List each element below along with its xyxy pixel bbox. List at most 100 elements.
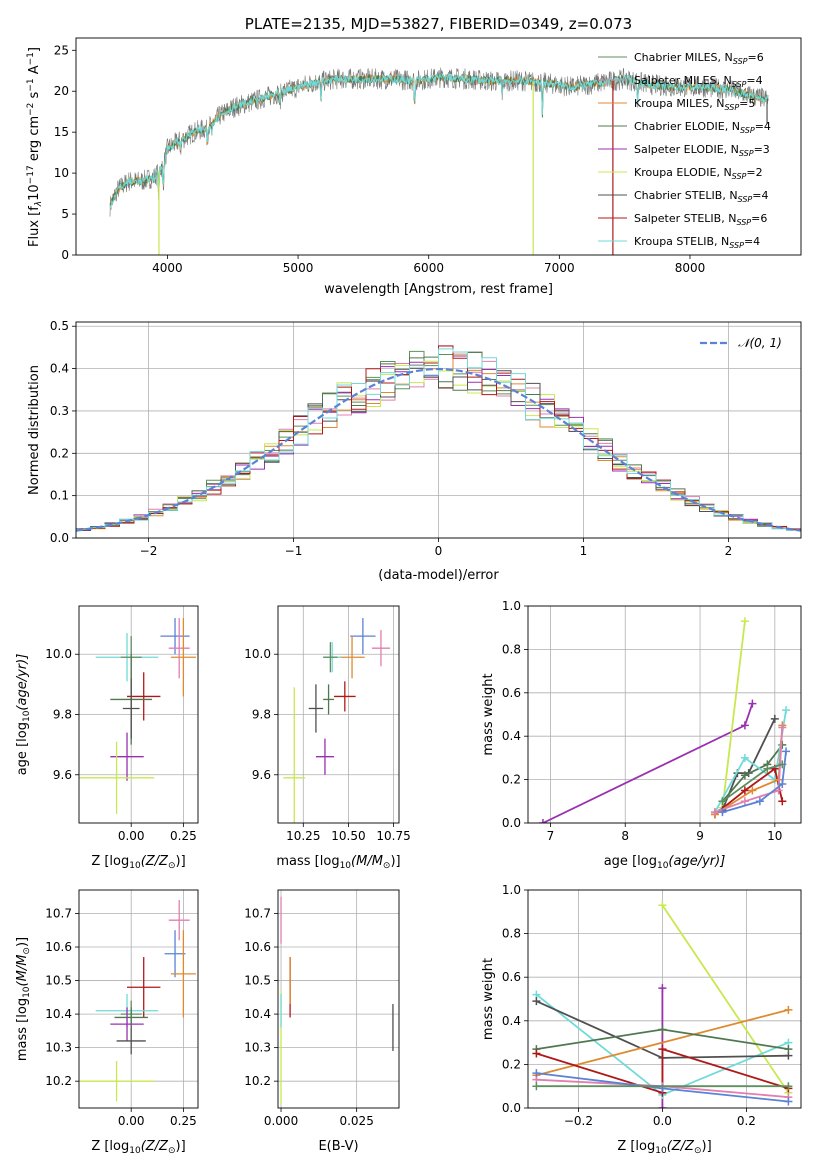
x-tick-label-1: 5000 xyxy=(283,261,314,275)
x-tick-label-1: 0.0 xyxy=(653,1114,672,1128)
x-label-sub2: ⊙ xyxy=(694,1146,702,1156)
x-tick-label-1: −1 xyxy=(285,544,303,558)
y-label-c: 10 xyxy=(27,184,42,201)
x-tick-label-0: 0.00 xyxy=(118,1114,145,1128)
y-tick-label-5: 1.0 xyxy=(502,599,521,613)
series-marker-4-1 xyxy=(784,1005,793,1014)
x-label-end: )] xyxy=(390,854,400,869)
plot-area xyxy=(538,617,791,823)
y-label-rest: (age/yr)] xyxy=(15,654,30,711)
model-spectrum-1 xyxy=(109,72,769,206)
legend-count: 4 xyxy=(756,74,763,87)
legend-label-1: Salpeter MILES, NSSP=4 xyxy=(634,74,763,89)
y-label-f: −2 xyxy=(26,103,36,116)
y-label-e: erg cm xyxy=(27,116,42,165)
plot-area xyxy=(280,896,394,1105)
y-axis-label: mass [log10(M/M⊙)] xyxy=(15,937,32,1061)
y-tick-label-2: 10.4 xyxy=(45,1007,72,1021)
y-tick-label-4: 0.8 xyxy=(502,642,521,656)
x-label-sub: 10 xyxy=(340,861,352,871)
y-tick-label-0: 0.0 xyxy=(502,1101,521,1115)
x-tick-label-0: −2 xyxy=(140,544,158,558)
x-label-sub: 10 xyxy=(129,861,141,871)
x-tick-label-1: 10.50 xyxy=(331,829,365,843)
series-marker-6-1 xyxy=(748,786,757,795)
series-line-4 xyxy=(536,1009,789,1077)
y-tick-label-3: 10.5 xyxy=(45,974,72,988)
legend-sep: , xyxy=(722,189,729,202)
series-marker-4-3 xyxy=(782,706,791,715)
x-axis-label: (data-model)/error xyxy=(378,568,499,583)
y-label-b: λ xyxy=(34,201,44,207)
legend-count: 6 xyxy=(760,212,767,225)
y-tick-label-0: 10.2 xyxy=(45,1074,72,1088)
legend-sub: SSP xyxy=(724,103,739,112)
series-marker-7-1 xyxy=(740,797,749,806)
axes-frame xyxy=(527,605,802,824)
y-tick-label-3: 0.6 xyxy=(502,970,521,984)
series-marker-8-1 xyxy=(755,797,764,806)
y-tick-label-0: 9.6 xyxy=(252,768,271,782)
legend-n: N xyxy=(732,120,740,133)
series-marker-4-1 xyxy=(740,753,749,762)
x-label-sub: 10 xyxy=(657,861,669,871)
x-axis-label: Z [log10(Z/Z⊙)] xyxy=(91,854,185,871)
x-tick-label-4: 8000 xyxy=(675,261,706,275)
series-line-0 xyxy=(542,703,754,823)
series-marker-8-3 xyxy=(782,747,791,756)
series-marker-7-3 xyxy=(778,723,787,732)
series-marker-1-0 xyxy=(658,1104,667,1108)
legend-sub: SSP xyxy=(736,218,751,227)
x-label-sub: 10 xyxy=(655,1146,667,1156)
legend-eq: = xyxy=(747,51,756,64)
x-tick-label-1: 0.25 xyxy=(170,1114,197,1128)
x-label-part: Z [log xyxy=(91,854,129,869)
legend-count: 3 xyxy=(763,143,770,156)
legend-sub: SSP xyxy=(740,126,755,135)
y-tick-label-0: 9.6 xyxy=(53,768,72,782)
x-label-sub2: ⊙ xyxy=(383,861,391,871)
series-marker-5-2 xyxy=(784,1045,793,1054)
y-tick-label-5: 10.7 xyxy=(244,906,271,920)
series-line-1 xyxy=(721,621,746,808)
series-marker-0-0 xyxy=(538,819,547,823)
axes-frame xyxy=(527,889,802,1109)
series-marker-8-2 xyxy=(784,1097,793,1106)
x-axis-label: wavelength [Angstrom, rest frame] xyxy=(324,282,553,297)
legend-imf: Salpeter ELODIE xyxy=(634,143,724,156)
series-marker-9-1 xyxy=(763,764,772,773)
legend-imf: Kroupa ELODIE xyxy=(634,166,716,179)
x-tick-label-1: 0.25 xyxy=(170,829,197,843)
legend-label-2: Kroupa MILES, NSSP=5 xyxy=(634,97,755,112)
residuals-histogram: −2 −1 0 1 2 0.0 0.1 0.2 0.3 0.4 0.5 (data-model)/er… xyxy=(27,319,802,583)
weight-vs-metallicity-chart: −0.2 0.0 0.2 0.0 0.2 0.4 0.6 0.8 1.0 Z [log10(Z/Z… xyxy=(481,883,802,1156)
y-tick-label-4: 20 xyxy=(54,84,69,98)
y-tick-label-2: 10 xyxy=(54,166,69,180)
legend-eq: = xyxy=(746,74,755,87)
plot-area xyxy=(532,901,793,1108)
y-tick-label-4: 10.6 xyxy=(244,940,271,954)
y-tick-label-2: 10.4 xyxy=(244,1007,271,1021)
legend-sep: , xyxy=(721,212,728,225)
y-tick-label-1: 0.1 xyxy=(50,489,69,503)
legend-label-6: Chabrier STELIB, NSSP=4 xyxy=(634,189,768,204)
series-marker-5-1 xyxy=(740,786,749,795)
series-marker-8-0 xyxy=(532,1069,541,1078)
legend-label-4: Salpeter ELODIE, NSSP=3 xyxy=(634,143,770,158)
x-label-rest: (Z/Z xyxy=(141,1139,169,1154)
axes-frame xyxy=(78,605,199,824)
x-tick-label-3: 10 xyxy=(767,829,782,843)
x-label-sub: 10 xyxy=(129,1146,141,1156)
x-tick-label-0: 7 xyxy=(547,829,555,843)
x-tick-label-0: 0.00 xyxy=(118,829,145,843)
legend-label-8: Kroupa STELIB, NSSP=4 xyxy=(634,235,760,250)
x-label-part: age [log xyxy=(604,854,657,869)
legend-count: 4 xyxy=(753,235,760,248)
y-tick-label-5: 10.7 xyxy=(45,906,72,920)
legend-sub: SSP xyxy=(739,149,754,158)
x-tick-label-2: 0.2 xyxy=(737,1114,756,1128)
series-marker-2-3 xyxy=(770,714,779,723)
